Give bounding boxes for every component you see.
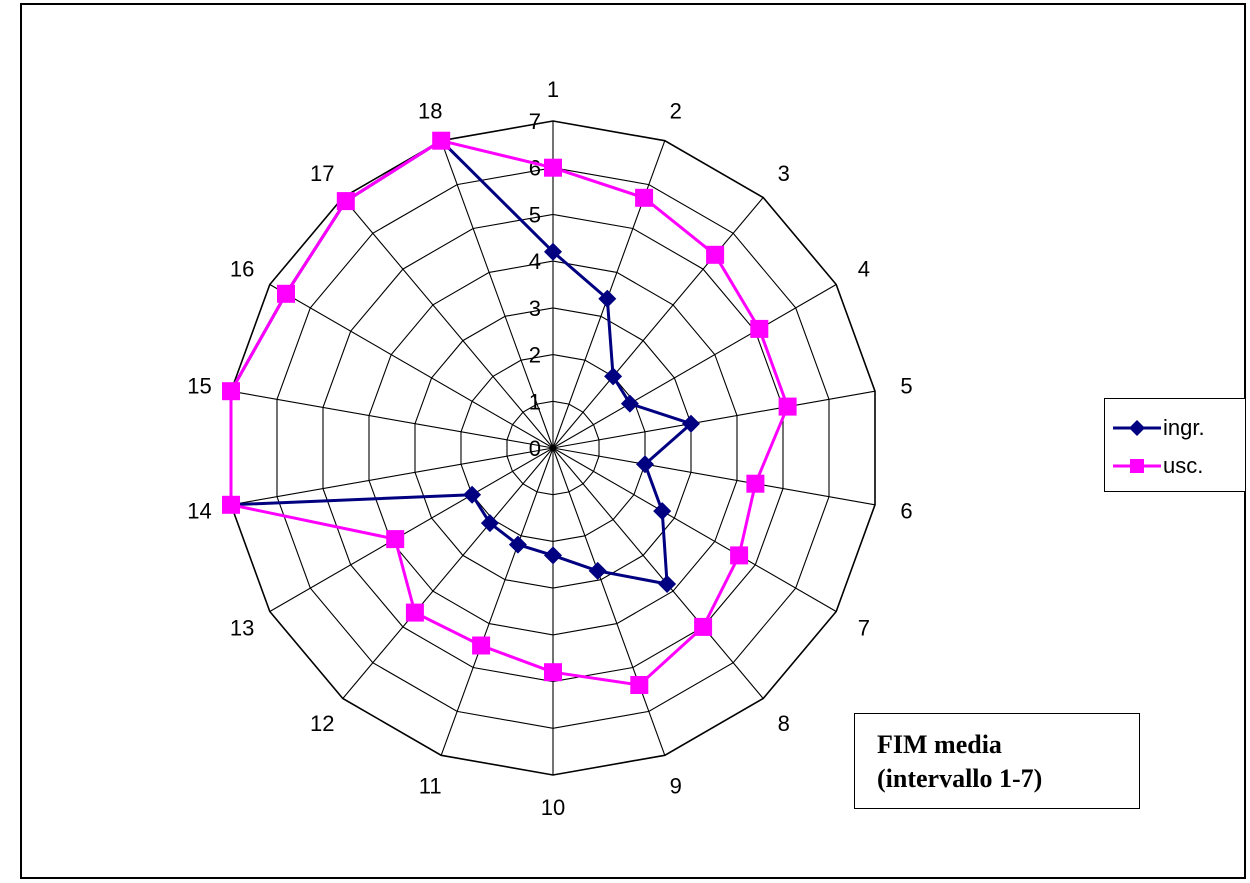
point-usc-6	[746, 474, 765, 493]
spoke-14	[230, 447, 554, 506]
series-usc	[222, 131, 797, 694]
point-ingr-4	[620, 394, 639, 413]
category-label-7: 7	[858, 616, 870, 641]
point-ingr-8	[658, 575, 677, 593]
spoke-3	[552, 197, 764, 449]
spoke-5	[552, 390, 876, 449]
point-ingr-3	[604, 367, 623, 386]
spoke-12	[342, 447, 554, 699]
point-usc-3	[706, 245, 725, 264]
category-label-1: 1	[547, 77, 559, 102]
legend: ingr. usc.	[1104, 398, 1246, 492]
point-ingr-11	[508, 535, 527, 554]
point-ingr-12	[480, 514, 499, 533]
spoke-18	[440, 140, 554, 449]
point-usc-17	[336, 192, 355, 211]
point-usc-7	[730, 546, 749, 565]
point-ingr-10	[544, 546, 562, 565]
category-label-3: 3	[778, 161, 790, 186]
point-ingr-7	[653, 502, 672, 521]
legend-item-usc: usc.	[1105, 451, 1245, 481]
spoke-13	[269, 447, 554, 612]
spoke-9	[552, 447, 666, 756]
point-usc-11	[472, 636, 491, 655]
radial-tick-1: 1	[529, 389, 541, 414]
point-ingr-1	[544, 242, 562, 261]
point-usc-4	[750, 319, 769, 338]
series-ingr	[222, 131, 700, 593]
category-label-12: 12	[310, 711, 334, 736]
annotation-line-1: FIM media	[877, 730, 1002, 759]
point-ingr-2	[598, 289, 617, 308]
spoke-7	[552, 447, 837, 612]
spoke-11	[440, 447, 554, 756]
radial-tick-2: 2	[529, 343, 541, 368]
spoke-6	[552, 447, 876, 506]
category-label-13: 13	[230, 616, 254, 641]
legend-label-usc: usc.	[1163, 453, 1204, 478]
radial-tick-labels: 0 1 2 3 4 5 6 7	[529, 109, 541, 461]
category-label-11: 11	[419, 773, 442, 798]
point-ingr-9	[588, 561, 607, 580]
point-ingr-13	[463, 485, 482, 504]
category-label-4: 4	[858, 257, 870, 282]
legend-marker-ingr	[1113, 420, 1161, 436]
legend-label-ingr: ingr.	[1163, 415, 1205, 440]
series-line-ingr	[229, 139, 693, 586]
category-label-17: 17	[310, 161, 334, 186]
spoke-8	[552, 447, 764, 699]
category-label-14: 14	[187, 498, 211, 523]
point-usc-9	[630, 676, 649, 694]
category-label-10: 10	[541, 795, 565, 820]
point-usc-15	[222, 382, 240, 401]
annotation-box: FIM media (intervallo 1-7)	[854, 713, 1140, 809]
spoke-17	[342, 197, 554, 449]
category-label-6: 6	[900, 498, 912, 523]
series-layer	[222, 131, 797, 694]
category-label-18: 18	[418, 99, 442, 124]
point-usc-8	[694, 617, 713, 636]
point-usc-12	[405, 603, 424, 622]
radial-tick-7: 7	[529, 109, 541, 134]
category-label-15: 15	[187, 374, 211, 399]
point-ingr-5	[682, 414, 700, 433]
point-usc-13	[386, 530, 405, 549]
point-usc-2	[635, 188, 654, 207]
annotation-line-2: (intervallo 1-7)	[877, 764, 1043, 793]
category-label-9: 9	[670, 773, 682, 798]
radial-tick-5: 5	[529, 202, 541, 227]
radar-spokes	[230, 121, 876, 775]
spoke-15	[230, 390, 554, 449]
category-label-2: 2	[670, 99, 682, 124]
point-usc-14	[222, 495, 240, 514]
spoke-4	[552, 284, 837, 449]
radial-tick-0: 0	[529, 436, 541, 461]
spoke-16	[269, 284, 554, 449]
legend-item-ingr: ingr.	[1105, 413, 1245, 443]
point-usc-1	[544, 158, 562, 177]
legend-marker-usc	[1113, 459, 1161, 473]
category-label-8: 8	[778, 711, 790, 736]
point-usc-18	[432, 131, 451, 150]
radial-tick-3: 3	[529, 296, 541, 321]
point-usc-16	[277, 284, 295, 303]
point-usc-10	[544, 663, 562, 682]
radial-tick-4: 4	[529, 249, 541, 274]
radial-tick-6: 6	[529, 156, 541, 181]
category-label-5: 5	[900, 374, 912, 399]
category-label-16: 16	[230, 257, 254, 282]
point-ingr-6	[636, 455, 654, 474]
point-usc-5	[778, 397, 797, 416]
